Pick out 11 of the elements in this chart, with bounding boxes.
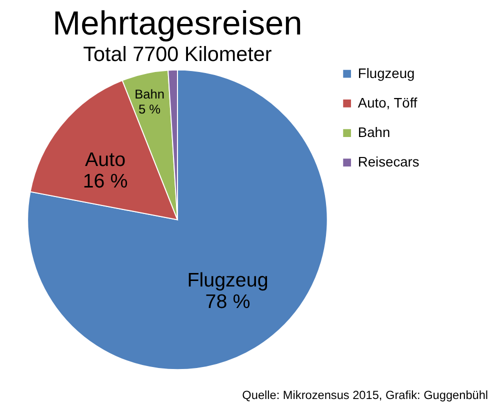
legend-label: Bahn: [358, 124, 390, 140]
pie-slice: [27, 69, 328, 370]
chart-subtitle: Total 7700 Kilometer: [83, 43, 272, 66]
legend-label: Auto, Töff: [358, 95, 418, 110]
data-label: Flugzeug 78 %: [187, 269, 268, 314]
chart-title: Mehrtagesreisen: [52, 5, 302, 42]
source-note: Quelle: Mikrozensus 2015, Grafik: Guggenbühl: [242, 388, 488, 402]
legend-label: Reisecars: [358, 154, 420, 170]
data-label: Auto 16 %: [82, 148, 128, 193]
legend-label: Flugzeug: [358, 66, 415, 81]
data-label: Bahn 5 %: [134, 86, 164, 116]
